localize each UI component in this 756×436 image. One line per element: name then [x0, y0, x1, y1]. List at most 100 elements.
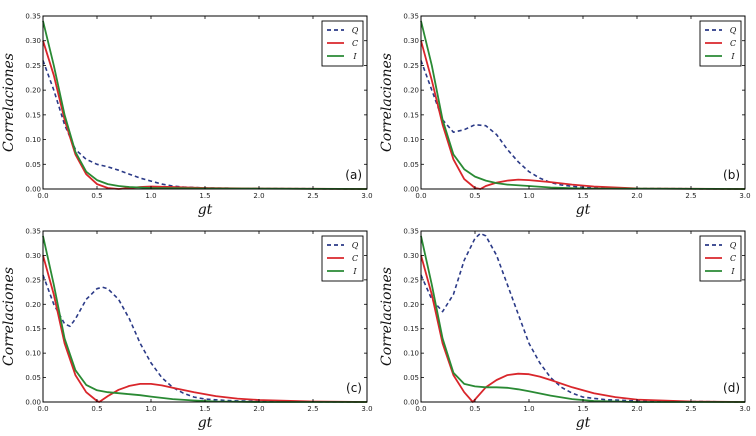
panel-d: 0.0 0.5 1.0 1.5 2.0 2.5 3.0 0.00 0.05 0.10 0.15 0.2… [379, 228, 751, 432]
x-tick-label: 0.5 [91, 192, 102, 200]
y-tick-label: 0.30 [403, 252, 419, 260]
x-tick-label: 0.5 [91, 405, 102, 413]
y-tick-label: 0.00 [25, 186, 41, 194]
y-tick-label: 0.15 [25, 325, 41, 333]
panel-c: 0.0 0.5 1.0 1.5 2.0 2.5 3.0 0.00 0.05 0.10 0.15 0.2… [1, 228, 373, 432]
y-axis-label: Correlaciones [1, 53, 17, 152]
y-axis-label: Correlaciones [379, 267, 395, 366]
y-tick-label: 0.00 [403, 186, 419, 194]
series-C [420, 255, 746, 403]
x-tick-label: 3.0 [739, 405, 750, 413]
plot-frame [42, 230, 368, 403]
plot-frame [42, 15, 368, 190]
x-tick-label: 1.5 [199, 405, 210, 413]
x-tick-label: 2.0 [631, 192, 642, 200]
series-Q [420, 60, 746, 190]
y-tick-label: 0.20 [403, 301, 419, 309]
y-tick-label: 0.10 [25, 350, 41, 358]
legend: QCI [321, 20, 364, 67]
panel-label: (a) [345, 168, 362, 182]
x-axis-label: gt [198, 202, 213, 218]
y-tick-label: 0.35 [25, 13, 41, 21]
panel-b: 0.0 0.5 1.0 1.5 2.0 2.5 3.0 0.00 0.05 0.10 0.15 0.2… [379, 13, 751, 219]
x-tick-label: 1.0 [145, 192, 156, 200]
y-tick-label: 0.25 [25, 276, 41, 284]
y-tick-label: 0.00 [403, 399, 419, 407]
series-I [420, 20, 746, 190]
y-tick-label: 0.15 [25, 111, 41, 119]
y-axis-label: Correlaciones [1, 267, 17, 366]
legend: QCI [699, 235, 742, 282]
x-tick-label: 2.0 [631, 405, 642, 413]
series-Q [42, 60, 368, 190]
plot-frame [420, 15, 746, 190]
x-tick-label: 0.0 [415, 192, 426, 200]
legend-label-C: C [352, 39, 358, 48]
legend: QCI [321, 235, 364, 282]
legend-label-C: C [352, 254, 358, 263]
legend-label-Q: Q [730, 26, 737, 35]
y-tick-label: 0.25 [403, 62, 419, 70]
x-tick-label: 2.5 [685, 192, 696, 200]
x-axis-label: gt [198, 415, 213, 431]
series-I [420, 235, 745, 403]
y-tick-label: 0.20 [25, 87, 41, 95]
y-tick-label: 0.30 [25, 37, 41, 45]
x-tick-label: 1.5 [577, 405, 588, 413]
y-tick-label: 0.20 [25, 301, 41, 309]
y-tick-label: 0.25 [403, 276, 419, 284]
x-axis-label: gt [576, 202, 591, 218]
x-tick-label: 3.0 [739, 192, 750, 200]
x-tick-label: 2.5 [307, 405, 318, 413]
y-tick-label: 0.10 [403, 350, 419, 358]
panel-label: (d) [723, 381, 740, 395]
y-tick-label: 0.05 [25, 161, 41, 169]
x-tick-label: 1.0 [145, 405, 156, 413]
y-tick-label: 0.15 [403, 325, 419, 333]
legend: QCI [699, 20, 742, 67]
x-tick-label: 2.5 [307, 192, 318, 200]
y-tick-label: 0.35 [403, 228, 419, 236]
x-tick-label: 0.0 [37, 192, 48, 200]
x-tick-label: 2.0 [253, 192, 264, 200]
y-tick-label: 0.30 [403, 37, 419, 45]
plot-frame [420, 230, 746, 403]
y-tick-label: 0.35 [403, 13, 419, 21]
x-tick-label: 2.0 [253, 405, 264, 413]
y-tick-label: 0.10 [25, 136, 41, 144]
legend-label-I: I [730, 267, 735, 276]
series-I [42, 235, 367, 403]
legend-label-Q: Q [352, 26, 359, 35]
y-tick-label: 0.05 [25, 374, 41, 382]
panel-label: (c) [346, 381, 362, 395]
series-Q [420, 232, 746, 403]
legend-label-I: I [352, 267, 357, 276]
x-tick-label: 1.5 [199, 192, 210, 200]
y-tick-label: 0.15 [403, 111, 419, 119]
legend-label-I: I [352, 52, 357, 61]
y-tick-label: 0.30 [25, 252, 41, 260]
series-Q [42, 274, 368, 403]
y-tick-label: 0.00 [25, 399, 41, 407]
x-tick-label: 2.5 [685, 405, 696, 413]
y-tick-label: 0.35 [25, 228, 41, 236]
legend-label-Q: Q [730, 241, 737, 250]
y-tick-label: 0.20 [403, 87, 419, 95]
y-tick-label: 0.05 [403, 374, 419, 382]
legend-label-C: C [730, 39, 736, 48]
x-tick-label: 3.0 [361, 192, 372, 200]
legend-label-I: I [730, 52, 735, 61]
x-tick-label: 0.5 [469, 405, 480, 413]
series-C [42, 40, 368, 190]
panel-label: (b) [723, 168, 740, 182]
x-axis-label: gt [576, 415, 591, 431]
x-tick-label: 0.5 [469, 192, 480, 200]
legend-label-Q: Q [352, 241, 359, 250]
y-tick-label: 0.10 [403, 136, 419, 144]
series-C [420, 40, 746, 190]
panel-a: 0.0 0.5 1.0 1.5 2.0 2.5 3.0 0.00 0.05 0.10 0.15 0.2… [1, 13, 373, 219]
series-I [42, 20, 368, 190]
x-tick-label: 0.0 [415, 405, 426, 413]
y-axis-label: Correlaciones [379, 53, 395, 152]
